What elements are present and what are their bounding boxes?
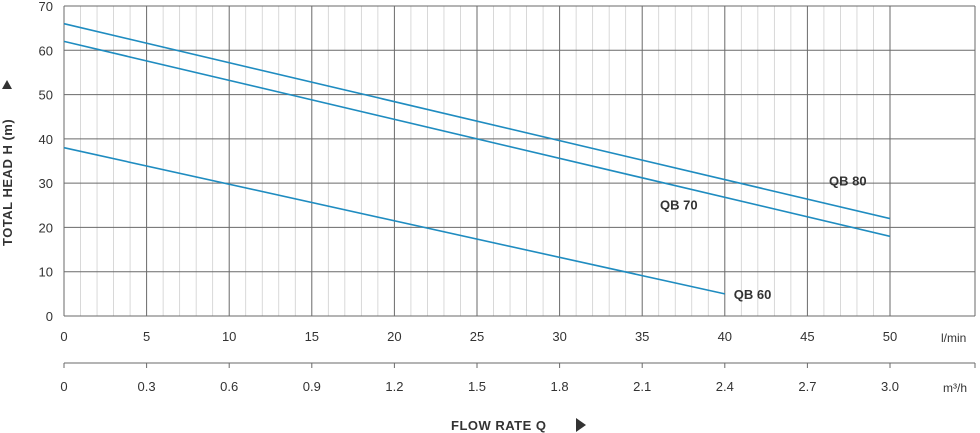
x-tick-label-m3h: 1.8: [551, 379, 569, 394]
x-tick-label-lmin: 25: [470, 329, 484, 344]
y-axis-title: TOTAL HEAD H (m): [0, 119, 15, 246]
x-tick-label-lmin: 15: [305, 329, 319, 344]
x-axis-m3h-unit: m³/h: [943, 381, 967, 395]
x-tick-label-lmin: 35: [635, 329, 649, 344]
x-tick-label-lmin: 5: [143, 329, 150, 344]
x-tick-label-m3h: 0.9: [303, 379, 321, 394]
series-line-qb-70: [63, 40, 891, 238]
series-lines: [63, 22, 891, 295]
y-axis-arrow-icon: [2, 80, 12, 89]
y-tick-label: 50: [39, 88, 53, 103]
series-line-qb-60: [63, 146, 725, 295]
y-tick-label: 30: [39, 176, 53, 191]
x-tick-label-m3h: 1.5: [468, 379, 486, 394]
series-label: QB 80: [829, 174, 867, 189]
y-axis-tick-labels: 0 10 20 30 40 50 60 70: [39, 0, 53, 324]
series-label: QB 60: [734, 287, 772, 302]
x-tick-label-lmin: 30: [552, 329, 566, 344]
x-tick-label-m3h: 0: [60, 379, 67, 394]
y-tick-label: 0: [46, 309, 53, 324]
x-axis-m3h-axis: [63, 362, 976, 368]
x-axis-title: FLOW RATE Q: [451, 418, 547, 433]
x-axis-lmin-tick-labels: 0 5 10 15 20 25 30 35 40 45 50: [60, 329, 897, 344]
x-tick-label-m3h: 2.4: [716, 379, 734, 394]
series-labels: QB 80 QB 70 QB 60: [660, 174, 867, 302]
minor-gridlines: [80, 6, 874, 316]
y-tick-label: 60: [39, 43, 53, 58]
x-tick-label-m3h: 0.6: [220, 379, 238, 394]
x-tick-label-m3h: 3.0: [881, 379, 899, 394]
x-tick-label-lmin: 50: [883, 329, 897, 344]
x-tick-label-m3h: 2.1: [633, 379, 651, 394]
y-tick-label: 10: [39, 265, 53, 280]
x-axis-lmin-unit: l/min: [941, 331, 966, 345]
series-label: QB 70: [660, 197, 698, 212]
series-line-qb-80: [63, 22, 891, 220]
x-axis-arrow-icon: [576, 418, 586, 432]
major-gridlines: [63, 5, 976, 317]
x-tick-label-m3h: 2.7: [798, 379, 816, 394]
y-tick-label: 70: [39, 0, 53, 14]
x-axis-m3h-tick-labels: 0 0.3 0.6 0.9 1.2 1.5 1.8 2.1 2.4 2.7 3.0: [60, 379, 899, 394]
x-tick-label-lmin: 10: [222, 329, 236, 344]
x-tick-label-lmin: 40: [718, 329, 732, 344]
y-tick-label: 40: [39, 132, 53, 147]
x-tick-label-lmin: 45: [800, 329, 814, 344]
x-tick-label-lmin: 0: [60, 329, 67, 344]
x-tick-label-m3h: 0.3: [138, 379, 156, 394]
x-tick-label-lmin: 20: [387, 329, 401, 344]
y-tick-label: 20: [39, 220, 53, 235]
x-tick-label-m3h: 1.2: [385, 379, 403, 394]
